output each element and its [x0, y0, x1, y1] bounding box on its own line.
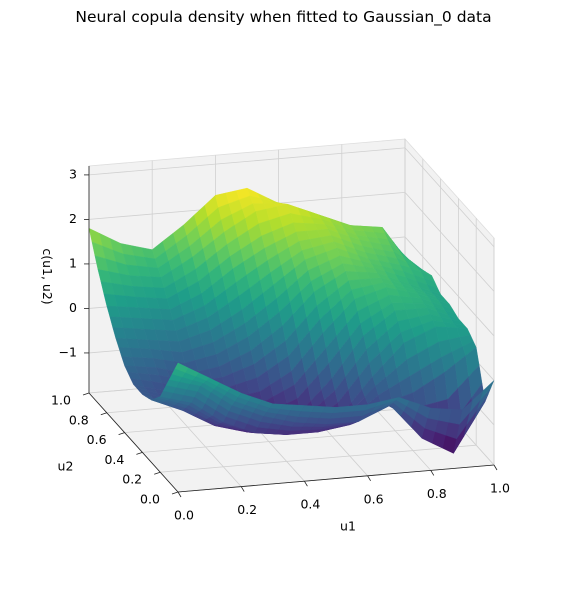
y-tick-label: 0.2	[122, 472, 142, 487]
x-tick-label: 0.6	[364, 491, 384, 506]
gridline	[88, 147, 406, 176]
gridline	[404, 236, 495, 337]
tick-labels: 0.0 0.2 0.4 0.6 0.8 1.0 0.0 0.2 0.4 0.6 0.8 1.0 −1 0 1…	[51, 166, 510, 522]
y-tick-label: 0.6	[87, 432, 107, 447]
gridline	[160, 444, 477, 473]
axis-labels: u1 u2 c(u1, u2)	[40, 248, 356, 533]
x-axis-label: u1	[340, 519, 356, 534]
surface-mesh	[88, 187, 495, 454]
z-tick-label: 1	[69, 255, 77, 270]
z-axis-label: c(u1, u2)	[40, 248, 55, 304]
x-tick-label: 0.8	[427, 486, 447, 501]
z-tick-label: 3	[69, 166, 77, 181]
gridline	[142, 425, 459, 453]
y-axis-label: u2	[58, 459, 74, 474]
z-tick-label: 0	[69, 300, 77, 315]
z-tick-label: 2	[69, 211, 77, 226]
y-tick-label: 1.0	[51, 393, 71, 408]
y-tick-label: 0.8	[69, 412, 89, 427]
surface-facet	[480, 380, 495, 400]
x-axis-line	[177, 464, 495, 493]
y-axis-line	[88, 392, 179, 493]
gridline	[404, 192, 495, 292]
chart-title: Neural copula density when fitted to Gau…	[75, 8, 492, 26]
y-tick-label: 0.4	[104, 452, 124, 467]
x-tick-label: 1.0	[490, 481, 510, 496]
x-tick-label: 0.0	[174, 508, 194, 523]
axis-lines	[82, 166, 498, 498]
x-tick-label: 0.2	[237, 502, 257, 517]
x-tick-label: 0.4	[300, 497, 320, 512]
gridline	[404, 147, 495, 248]
y-tick-label: 0.0	[140, 492, 160, 507]
z-tick-label: −1	[59, 344, 77, 359]
